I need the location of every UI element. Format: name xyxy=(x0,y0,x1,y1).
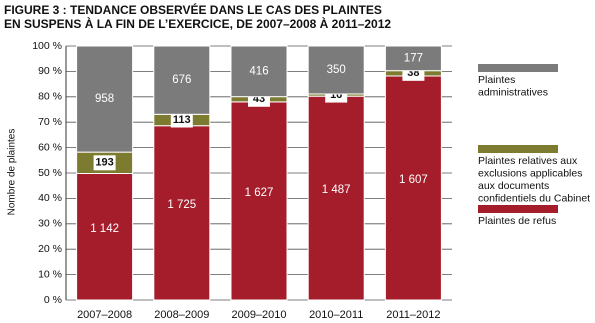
bar-segment xyxy=(384,45,442,72)
chart-title: FIGURE 3 : TENDANCE OBSERVÉE DANS LE CAS… xyxy=(4,2,391,31)
data-label: 113 xyxy=(173,114,191,126)
data-label: 1 607 xyxy=(399,174,428,186)
bar-segment xyxy=(76,45,134,153)
data-label: 676 xyxy=(172,74,191,86)
y-tick-label: 20 % xyxy=(38,243,62,255)
legend-label: Plaintes relatives aux exclusions applica… xyxy=(478,155,590,205)
legend-swatch xyxy=(478,64,558,72)
x-tick-label: 2007–2008 xyxy=(77,309,132,321)
data-label: 1 725 xyxy=(167,199,196,211)
y-tick-label: 30 % xyxy=(38,218,62,230)
data-label: 416 xyxy=(249,65,268,77)
label-box xyxy=(93,155,116,171)
data-label: 177 xyxy=(404,52,423,64)
y-tick-label: 90 % xyxy=(38,65,62,77)
label-box xyxy=(170,112,193,128)
y-tick-label: 50 % xyxy=(38,167,62,179)
bar-segment xyxy=(153,45,211,115)
bar-segment xyxy=(307,95,365,301)
bar-segment xyxy=(230,101,288,301)
y-tick-label: 60 % xyxy=(38,141,62,153)
legend-label: Plaintes de refus xyxy=(478,215,556,227)
data-label: 958 xyxy=(95,93,114,105)
legend-swatch xyxy=(478,205,558,213)
bar-segment xyxy=(153,125,211,301)
y-tick-label: 100 % xyxy=(32,40,62,52)
y-tick-label: 70 % xyxy=(38,116,62,128)
legend-swatch xyxy=(478,145,558,153)
y-tick-label: 40 % xyxy=(38,192,62,204)
data-label: 193 xyxy=(95,157,113,169)
x-tick-label: 2011–2012 xyxy=(386,309,440,321)
y-tick-label: 0 % xyxy=(44,294,62,306)
data-label: 1 142 xyxy=(90,223,119,235)
data-label: 1 627 xyxy=(245,187,274,199)
data-label: 1 487 xyxy=(322,184,351,196)
data-label: 350 xyxy=(327,64,346,76)
y-tick-label: 10 % xyxy=(38,268,62,280)
x-tick-label: 2009–2010 xyxy=(231,309,286,321)
x-tick-label: 2008–2009 xyxy=(154,309,209,321)
y-tick-label: 80 % xyxy=(38,91,62,103)
bar-segment xyxy=(76,172,134,301)
bar-segment xyxy=(384,75,442,301)
bar-segment xyxy=(230,45,288,98)
y-axis-label: Nombre de plaintes xyxy=(7,129,18,216)
x-tick-label: 2010–2011 xyxy=(309,309,363,321)
legend-label: Plaintes administratives xyxy=(478,74,548,99)
bar-segment xyxy=(307,45,365,95)
